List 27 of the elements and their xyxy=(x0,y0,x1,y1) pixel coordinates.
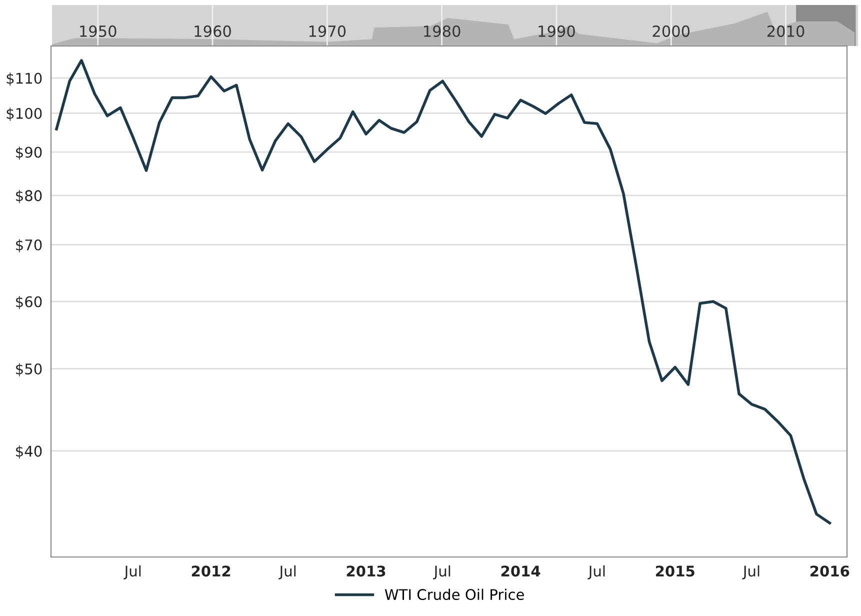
x-tick-label: 2012 xyxy=(192,566,230,577)
x-tick-label: 2010 xyxy=(767,25,804,37)
x-tick-label: 2000 xyxy=(652,25,690,37)
y-tick-label: $60 xyxy=(16,296,42,310)
y-tick-label: $70 xyxy=(16,239,42,252)
y-tick-label: $50 xyxy=(16,363,42,376)
x-tick-label: Jul xyxy=(742,565,760,580)
x-tick-label: Jul xyxy=(124,565,141,580)
legend-label: WTI Crude Oil Price xyxy=(384,588,524,600)
x-tick-label: 2016 xyxy=(810,566,850,577)
x-tick-label: 2014 xyxy=(501,566,540,577)
x-tick-label: 1960 xyxy=(194,25,231,37)
x-tick-label: 1970 xyxy=(309,25,346,37)
x-tick-label: Jul xyxy=(433,565,450,580)
line-series xyxy=(55,59,832,524)
y-tick-label: $80 xyxy=(16,190,42,204)
y-tick-label: $40 xyxy=(16,445,42,459)
y-tick-label: $90 xyxy=(16,146,42,160)
x-tick-label: 1950 xyxy=(80,25,116,37)
x-tick-label: 2015 xyxy=(656,566,694,577)
x-tick-label: 1980 xyxy=(424,25,460,37)
x-tick-label: Jul xyxy=(278,565,296,580)
y-tick-label: $100 xyxy=(6,108,42,121)
x-tick-label: Jul xyxy=(588,565,605,580)
y-tick-label: $110 xyxy=(6,72,42,86)
x-tick-label: 2013 xyxy=(346,566,386,577)
x-tick-label: 1990 xyxy=(538,25,575,37)
